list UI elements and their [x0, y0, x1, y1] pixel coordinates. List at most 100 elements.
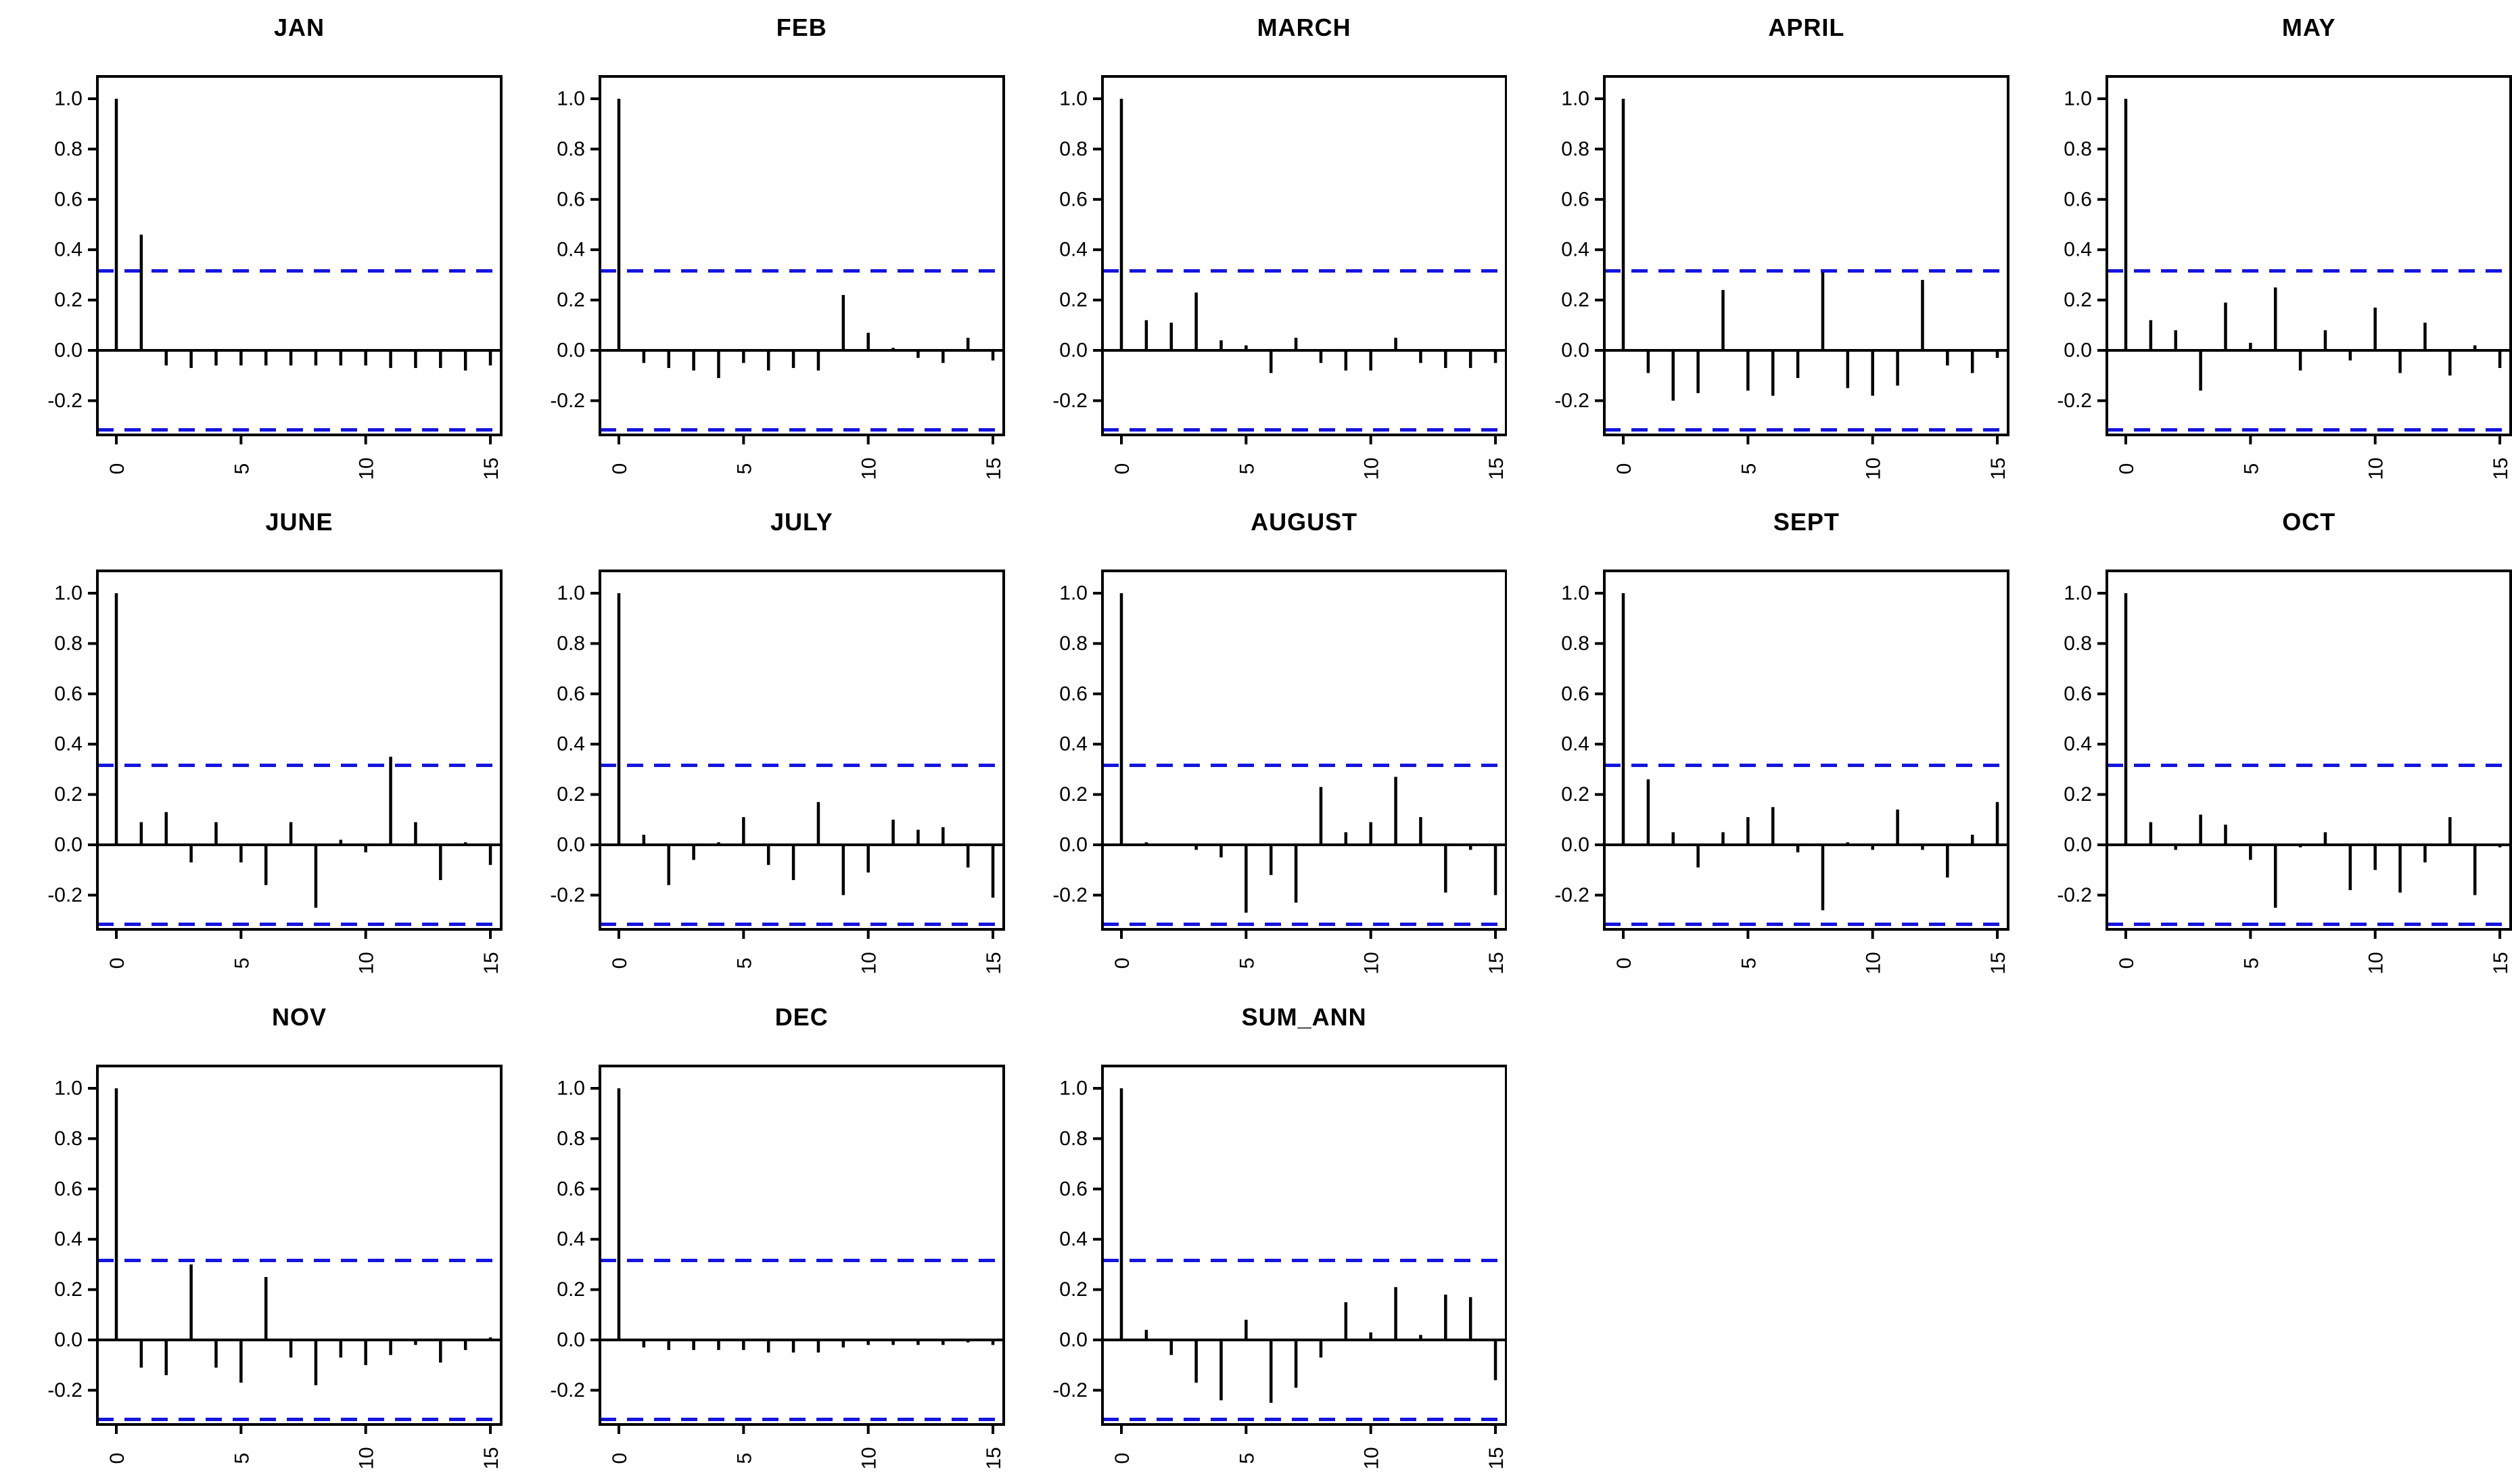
- x-tick-label: 10: [1863, 952, 1885, 975]
- y-tick-label: 0.6: [54, 188, 83, 210]
- y-tick-label: 1.0: [54, 1077, 83, 1099]
- x-tick-label: 5: [1738, 463, 1761, 475]
- x-tick-label: 0: [609, 463, 631, 475]
- x-tick-label: 10: [1360, 457, 1382, 480]
- subplot-title: FEB: [776, 14, 827, 41]
- plot-box: [95, 74, 503, 436]
- x-tick-label: 10: [356, 952, 378, 975]
- y-tick-label: -0.2: [47, 1378, 83, 1401]
- y-tick-label: 0.4: [54, 733, 83, 756]
- acf-plot-canvas: 1.0 0.8 0.6 0.4 0.2 0.0 -0.2 0 5 10 15: [550, 1064, 1005, 1469]
- x-tick-label: 0: [609, 958, 631, 969]
- y-tick-label: 0.2: [1059, 783, 1088, 806]
- subplot-title: SEPT: [1773, 508, 1840, 536]
- y-tick-label: 0.8: [557, 1127, 585, 1149]
- y-tick-label: -0.2: [2057, 390, 2093, 412]
- y-tick-label: 0.0: [557, 834, 585, 856]
- x-tick-label: 10: [356, 457, 378, 480]
- y-tick-label: 1.0: [54, 87, 83, 110]
- y-tick-label: -0.2: [1052, 390, 1088, 412]
- subplot-title: JAN: [273, 14, 325, 41]
- subplot-title: NOV: [271, 1002, 327, 1031]
- y-tick-label: 0.0: [1059, 834, 1088, 856]
- x-tick-label: 0: [1111, 958, 1134, 969]
- plot-box: [2106, 74, 2512, 436]
- y-tick-label: 1.0: [557, 87, 585, 110]
- y-tick-label: 0.2: [1562, 289, 1590, 311]
- y-tick-label: 0.0: [1562, 339, 1590, 361]
- y-tick-label: 0.0: [54, 339, 83, 361]
- y-tick-label: 0.0: [2064, 834, 2092, 856]
- y-tick-label: 0.4: [1059, 733, 1088, 756]
- y-tick-label: 0.8: [1562, 632, 1590, 655]
- y-tick-label: 0.4: [1059, 1228, 1088, 1250]
- acf-plot-canvas: 1.0 0.8 0.6 0.4 0.2 0.0 -0.2 0 5 10 15: [47, 74, 503, 480]
- acf-subplot-dec: DEC 1.0 0.8 0.6 0.4 0.2 0.0 -0.2 0 5 10 15: [503, 990, 1005, 1484]
- y-tick-label: -0.2: [1555, 884, 1590, 906]
- y-tick-label: -0.2: [2057, 884, 2093, 906]
- y-tick-label: 1.0: [54, 582, 83, 605]
- x-tick-label: 15: [480, 952, 503, 975]
- subplot-title: OCT: [2282, 508, 2336, 536]
- x-tick-label: 0: [106, 463, 129, 475]
- y-tick-label: -0.2: [550, 884, 585, 906]
- acf-plot-canvas: 1.0 0.8 0.6 0.4 0.2 0.0 -0.2 0 5 10 15: [1555, 570, 2010, 975]
- y-tick-label: 0.8: [557, 632, 585, 655]
- acf-subplot-sum_ann: SUM_ANN 1.0 0.8 0.6 0.4 0.2 0.0 -0.2 0 5 10 15: [1005, 990, 1508, 1484]
- acf-subplot-april: APRIL 1.0 0.8 0.6 0.4 0.2 0.0 -0.2 0 5 10 15: [1507, 0, 2010, 494]
- y-tick-label: 0.2: [2064, 783, 2092, 806]
- acf-plot-canvas: 1.0 0.8 0.6 0.4 0.2 0.0 -0.2 0 5 10 15: [47, 1064, 503, 1469]
- y-tick-label: 0.2: [1562, 783, 1590, 806]
- x-tick-label: 15: [1987, 952, 2009, 975]
- x-tick-label: 10: [858, 1447, 880, 1469]
- plot-box: [1100, 570, 1508, 931]
- plot-box: [598, 570, 1005, 931]
- y-tick-label: 0.6: [2064, 188, 2092, 210]
- y-tick-label: 0.0: [54, 1328, 83, 1351]
- y-tick-label: 0.8: [54, 138, 83, 160]
- y-tick-label: 1.0: [1059, 87, 1088, 110]
- plot-box: [598, 1064, 1005, 1426]
- plot-box: [95, 570, 503, 931]
- x-tick-label: 0: [609, 1452, 631, 1464]
- x-tick-label: 5: [1738, 958, 1761, 969]
- y-tick-label: 0.6: [557, 188, 585, 210]
- acf-subplot-july: JULY 1.0 0.8 0.6 0.4 0.2 0.0 -0.2 0 5 10 15: [503, 494, 1005, 989]
- x-tick-label: 10: [2365, 952, 2388, 975]
- x-tick-label: 5: [231, 1452, 253, 1464]
- acf-plot-canvas: 1.0 0.8 0.6 0.4 0.2 0.0 -0.2 0 5 10 15: [47, 570, 503, 975]
- y-tick-label: -0.2: [1052, 1378, 1088, 1401]
- y-tick-label: 0.8: [1059, 138, 1088, 160]
- y-tick-label: 0.0: [557, 1328, 585, 1351]
- x-tick-label: 0: [2116, 958, 2138, 969]
- plot-box: [95, 1064, 503, 1426]
- y-tick-label: 0.2: [54, 289, 83, 311]
- y-tick-label: 0.8: [1562, 138, 1590, 160]
- y-tick-label: 0.8: [1059, 1127, 1088, 1149]
- subplot-title: APRIL: [1768, 14, 1845, 41]
- acf-plot-canvas: 1.0 0.8 0.6 0.4 0.2 0.0 -0.2 0 5 10 15: [2057, 74, 2512, 480]
- y-tick-label: 1.0: [1562, 582, 1590, 605]
- y-tick-label: 0.2: [1059, 1278, 1088, 1301]
- y-tick-label: 0.4: [54, 1228, 83, 1250]
- y-tick-label: 0.4: [1562, 733, 1590, 756]
- x-tick-label: 10: [858, 952, 880, 975]
- y-tick-label: 0.2: [557, 289, 585, 311]
- y-tick-label: 0.4: [557, 1228, 585, 1250]
- x-tick-label: 5: [1236, 958, 1258, 969]
- x-tick-label: 0: [1613, 958, 1635, 969]
- x-tick-label: 0: [106, 1452, 129, 1464]
- subplot-title: SUM_ANN: [1241, 1002, 1367, 1031]
- y-tick-label: 1.0: [557, 582, 585, 605]
- y-tick-label: 0.0: [1059, 1328, 1088, 1351]
- y-tick-label: 0.0: [2064, 339, 2092, 361]
- y-tick-label: 0.2: [1059, 289, 1088, 311]
- y-tick-label: -0.2: [47, 884, 83, 906]
- x-tick-label: 5: [2241, 958, 2263, 969]
- x-tick-label: 15: [1485, 952, 1508, 975]
- acf-subplot-jan: JAN 1.0 0.8 0.6 0.4 0.2 0.0 -0.2 0 5 10 15: [0, 0, 503, 494]
- x-tick-label: 5: [733, 1452, 755, 1464]
- acf-subplot-oct: OCT 1.0 0.8 0.6 0.4 0.2 0.0 -0.2 0 5 10 15: [2009, 494, 2512, 989]
- y-tick-label: 0.2: [2064, 289, 2092, 311]
